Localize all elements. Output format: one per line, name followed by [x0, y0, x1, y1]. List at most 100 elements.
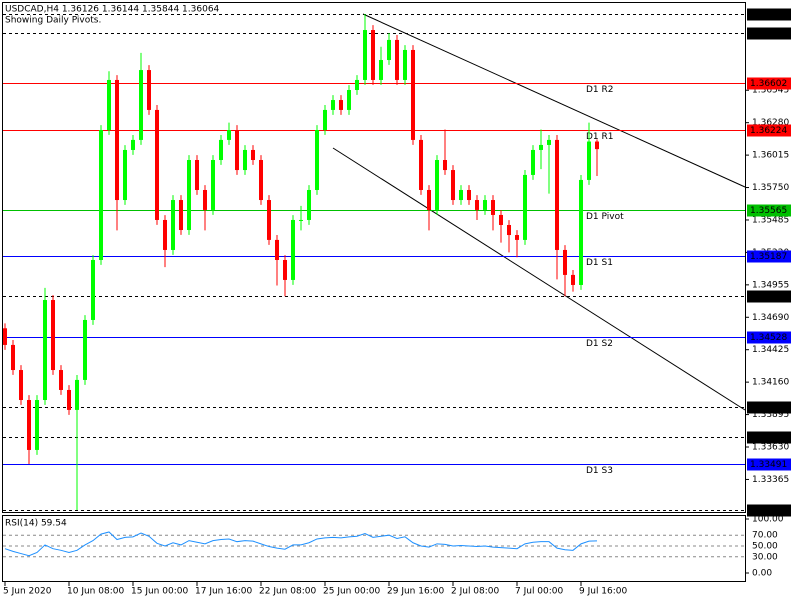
candle-body	[187, 160, 191, 231]
candle-body	[251, 149, 255, 161]
candle-body	[403, 49, 407, 80]
candle-body	[147, 70, 151, 110]
level-name: D1 S2	[586, 339, 613, 349]
y-tick-label: 1.34955	[752, 280, 789, 290]
candle-body	[75, 379, 79, 410]
level-label: 1.34862	[750, 292, 787, 302]
level-label: 1.36602	[750, 79, 787, 89]
candle-body	[35, 400, 39, 450]
candle-body	[347, 89, 351, 110]
candle-body	[547, 139, 551, 145]
candle-body	[555, 139, 559, 250]
candle-body	[363, 30, 367, 80]
candle-body	[419, 139, 423, 190]
candle-body	[203, 189, 207, 210]
candle-body	[67, 389, 71, 410]
candle-body	[571, 274, 575, 285]
candle-body	[11, 344, 15, 371]
candle-body	[323, 109, 327, 131]
level-label: 1.37012	[750, 29, 787, 39]
candle-body	[107, 79, 111, 131]
x-tick-label: 22 Jun 08:00	[259, 587, 316, 597]
candle-body	[219, 139, 223, 161]
candle-body	[435, 160, 439, 210]
candle-body	[459, 189, 463, 201]
candle-body	[275, 239, 279, 260]
candle-body	[387, 39, 391, 61]
candle-body	[491, 200, 495, 215]
level-label: 1.33115	[750, 506, 787, 516]
candle-body	[19, 370, 23, 401]
candle-body	[307, 189, 311, 220]
candle-body	[283, 259, 287, 280]
level-name: D1 R1	[586, 132, 614, 142]
rsi-tick-label: 50.00	[752, 542, 778, 552]
level-label: 1.34528	[750, 333, 787, 343]
candle-body	[227, 130, 231, 140]
candle-body	[243, 149, 247, 171]
rsi-tick-label: 70.00	[752, 531, 778, 541]
y-tick-label: 1.33365	[752, 475, 789, 485]
chart-subtitle: Showing Daily Pivots.	[5, 16, 101, 26]
x-tick-label: 9 Jul 16:00	[579, 587, 628, 597]
chart-title: USDCAD,H4 1.36126 1.36144 1.35844 1.3606…	[5, 5, 220, 15]
level-box	[747, 250, 791, 263]
x-tick-label: 17 Jun 16:00	[195, 587, 252, 597]
candle-body	[291, 219, 295, 280]
level-box	[747, 124, 791, 137]
candle-body	[83, 319, 87, 380]
level-label: 1.35187	[750, 252, 787, 262]
candle-body	[379, 60, 383, 80]
candle-body	[443, 160, 447, 171]
y-tick-label: 1.33895	[752, 410, 789, 420]
candle-body	[395, 39, 399, 80]
y-tick-label: 1.36545	[752, 86, 789, 96]
candle-body	[587, 141, 591, 180]
candle-body	[579, 179, 583, 285]
level-box	[747, 458, 791, 471]
level-box	[747, 27, 791, 40]
candle-body	[483, 200, 487, 210]
level-box	[747, 431, 791, 444]
x-tick-label: 25 Jun 00:00	[323, 587, 380, 597]
candle-body	[139, 70, 143, 140]
candle-body	[315, 130, 319, 190]
level-label: 1.33715	[750, 433, 787, 443]
level-box	[747, 204, 791, 217]
candle-body	[51, 300, 55, 371]
x-tick-label: 29 Jun 16:00	[387, 587, 444, 597]
candle-body	[539, 144, 543, 150]
candle-body	[531, 149, 535, 175]
candle-body	[467, 189, 471, 201]
candle-body	[523, 174, 527, 240]
rsi-tick-label: 0.00	[752, 569, 772, 579]
y-tick-label: 1.34160	[752, 378, 789, 388]
y-tick-label: 1.34690	[752, 313, 789, 323]
candle-body	[179, 200, 183, 231]
level-box	[747, 401, 791, 414]
candle-body	[163, 219, 167, 250]
candle-body	[91, 259, 95, 320]
candle-body	[451, 170, 455, 201]
candle-body	[563, 249, 567, 275]
y-tick-label: 1.35485	[752, 215, 789, 225]
candle-body	[499, 214, 503, 225]
level-label: 1.33960	[750, 403, 787, 413]
candle-body	[299, 219, 303, 221]
rsi-line	[4, 531, 598, 557]
y-tick-label: 1.34425	[752, 345, 789, 355]
candle-body	[595, 141, 599, 150]
candle-body	[507, 224, 511, 236]
candle-body	[3, 328, 7, 345]
main-frame	[2, 2, 746, 513]
candle-body	[115, 79, 119, 201]
level-box	[747, 77, 791, 90]
candle-body	[411, 49, 415, 140]
candle-body	[331, 100, 335, 110]
candle-body	[131, 139, 135, 150]
candle-body	[475, 200, 479, 210]
candle-body	[371, 30, 375, 80]
candle-body	[27, 400, 31, 450]
